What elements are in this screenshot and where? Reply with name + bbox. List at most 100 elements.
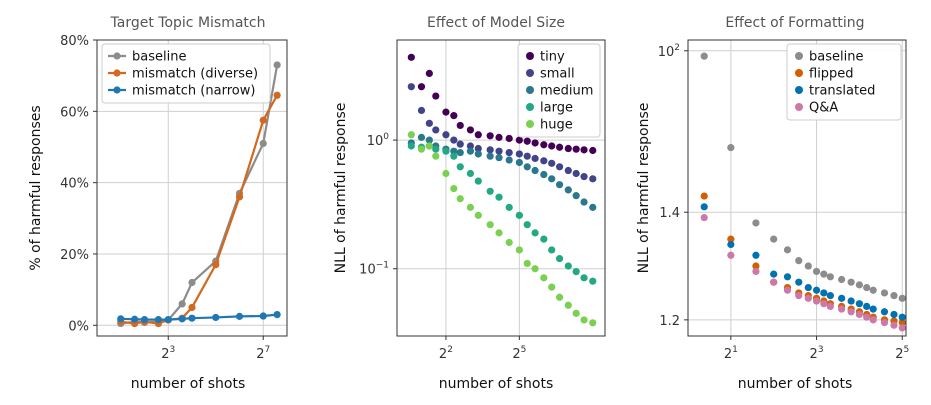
legend-swatch	[795, 86, 803, 94]
data-point	[838, 294, 846, 302]
data-point	[407, 131, 415, 139]
data-point	[855, 300, 864, 308]
data-point	[580, 274, 588, 282]
data-point	[540, 235, 548, 243]
series-mismatch-narrow-	[117, 311, 281, 324]
data-point	[474, 211, 482, 219]
panel-effect-of-formatting: Effect of Formatting number of shots NLL…	[636, 15, 909, 392]
data-point	[589, 146, 597, 155]
legend-label: medium	[540, 84, 593, 99]
series-q-a	[700, 214, 906, 332]
legend-label: tiny	[540, 50, 565, 65]
plot-frame	[396, 39, 606, 337]
data-point	[417, 133, 426, 141]
y-tick-label: 100	[367, 132, 390, 149]
data-point	[880, 308, 889, 316]
data-point	[417, 145, 426, 153]
data-point	[727, 144, 735, 152]
data-point	[523, 259, 531, 268]
data-point	[804, 294, 812, 302]
data-point	[752, 219, 760, 227]
y-tick-label: 40%	[60, 177, 89, 192]
data-point	[432, 152, 440, 160]
data-point	[548, 283, 556, 291]
plot-area	[700, 52, 906, 332]
data-point	[259, 139, 267, 148]
data-point	[727, 235, 735, 243]
data-point	[442, 147, 450, 155]
data-point	[531, 154, 539, 163]
data-point	[531, 139, 539, 147]
data-point	[456, 121, 464, 130]
data-point	[812, 286, 821, 294]
data-point	[770, 278, 778, 286]
data-point	[838, 305, 846, 313]
series-mismatch-diverse-	[117, 91, 281, 328]
x-tick-label: 27	[256, 345, 270, 362]
legend-swatch	[526, 120, 534, 128]
legend-swatch	[113, 52, 121, 60]
y-tick-label: 102	[658, 43, 680, 60]
data-point	[273, 91, 281, 99]
data-point	[795, 278, 803, 286]
data-point	[523, 152, 531, 160]
data-point	[826, 302, 834, 310]
data-point	[826, 292, 834, 300]
x-tick-label: 23	[810, 345, 824, 362]
data-point	[505, 148, 513, 157]
data-point	[188, 303, 196, 312]
data-point	[474, 150, 482, 158]
data-point	[869, 305, 877, 313]
data-point	[456, 140, 464, 148]
legend-label: small	[540, 67, 575, 82]
x-axis-label: number of shots	[738, 376, 853, 392]
data-point	[486, 152, 494, 160]
series-tiny	[407, 53, 597, 155]
y-tick-label: 10−1	[359, 261, 389, 278]
data-point	[770, 270, 778, 278]
data-point	[450, 152, 458, 160]
legend-label: large	[540, 101, 573, 116]
data-point	[442, 169, 450, 178]
data-point	[727, 240, 735, 249]
legend-label: Q&A	[809, 101, 838, 116]
data-point	[572, 169, 580, 178]
data-point	[417, 83, 426, 91]
data-point	[898, 324, 906, 332]
data-point	[417, 106, 426, 115]
legend-label: mismatch (diverse)	[132, 67, 258, 82]
series-huge	[407, 131, 597, 327]
x-tick-label: 22	[439, 345, 453, 362]
chart-title: Effect of Formatting	[725, 15, 864, 31]
data-point	[407, 142, 415, 150]
data-point	[531, 166, 539, 175]
data-point	[804, 283, 812, 292]
data-point	[450, 147, 458, 155]
chart-title: Target Topic Mismatch	[110, 15, 266, 31]
data-point	[820, 289, 828, 297]
data-point	[495, 193, 503, 201]
data-point	[890, 292, 898, 300]
series-line	[120, 94, 279, 325]
data-point	[425, 136, 433, 144]
data-point	[880, 289, 889, 297]
data-point	[486, 187, 494, 195]
data-point	[589, 203, 597, 211]
data-point	[540, 170, 548, 179]
data-point	[869, 316, 877, 324]
data-point	[847, 297, 855, 305]
data-point	[474, 177, 482, 185]
data-point	[486, 132, 494, 140]
data-point	[752, 262, 760, 270]
data-point	[589, 277, 597, 285]
y-tick-label: 1.4	[659, 206, 680, 221]
data-point	[164, 315, 172, 324]
data-point	[804, 262, 812, 270]
data-point	[838, 275, 846, 284]
data-point	[752, 267, 760, 276]
x-tick-label: 21	[724, 345, 738, 362]
data-point	[523, 137, 531, 145]
y-tick-label: 1.2	[659, 314, 680, 329]
data-point	[466, 169, 475, 178]
